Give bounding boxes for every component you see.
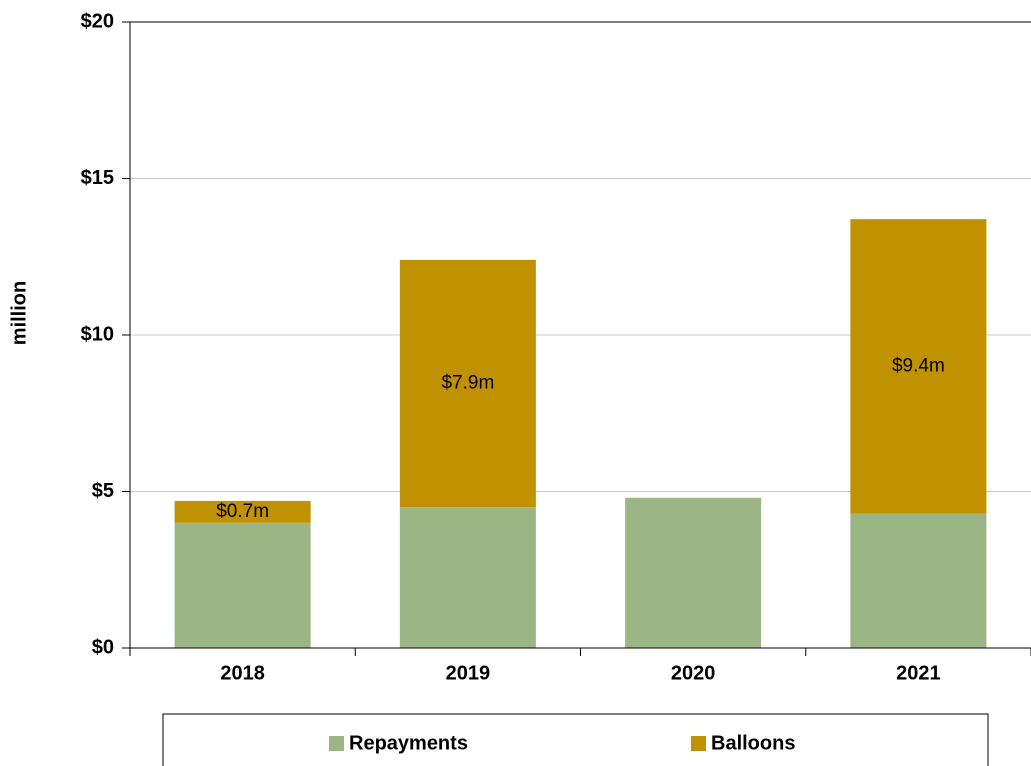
y-tick-label: $0: [92, 636, 114, 658]
bar-segment: [850, 513, 987, 648]
bar-segment: [850, 219, 987, 514]
legend-swatch: [329, 736, 344, 751]
legend-label: Balloons: [711, 732, 795, 754]
bar-segment: [174, 522, 311, 648]
y-axis-label: million: [8, 281, 30, 345]
y-tick-label: $20: [81, 10, 114, 32]
bar-segment: [174, 500, 311, 523]
bar-segment: [399, 507, 536, 648]
legend-label: Repayments: [349, 732, 468, 754]
bar-segment: [625, 497, 762, 648]
bar-segment: [399, 259, 536, 508]
x-tick-label: 2020: [671, 662, 716, 684]
x-tick-label: 2019: [446, 662, 491, 684]
legend-swatch: [691, 736, 706, 751]
value-label: $7.9m: [441, 373, 494, 394]
y-tick-label: $15: [81, 167, 114, 189]
y-tick-label: $10: [81, 323, 114, 345]
x-tick-label: 2018: [220, 662, 265, 684]
value-label: $9.4m: [892, 355, 945, 376]
y-tick-label: $5: [92, 480, 114, 502]
value-label: $0.7m: [216, 501, 269, 522]
x-tick-label: 2021: [896, 662, 941, 684]
legend-box: [162, 713, 989, 766]
